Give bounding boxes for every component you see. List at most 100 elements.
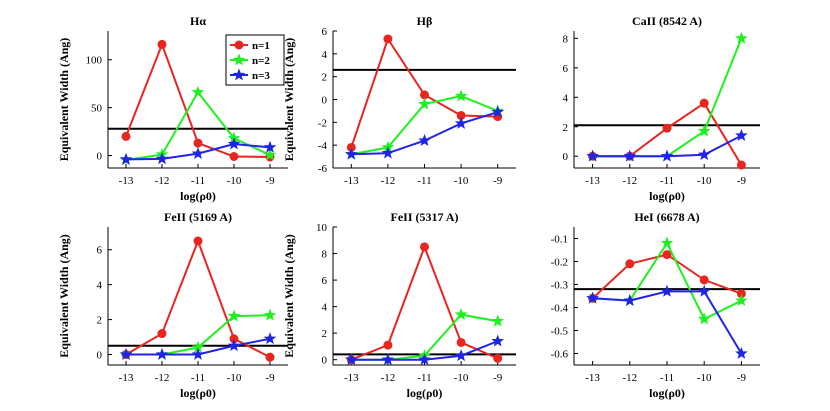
data-point	[227, 339, 241, 352]
panel-6: -13 -12 -11 -10 -9 -0.6 -0.5 -0.4 -0.3 -0.2 -0.1 He…	[551, 210, 760, 400]
series-n=2	[345, 89, 504, 160]
x-tick-label: -13	[119, 175, 134, 187]
panel-3: -13 -12 -11 -10 -9 0 2 4 6 8 CaII (8542 A) log(ρ0)	[563, 14, 760, 203]
x-axis-label: log(ρ0)	[649, 189, 685, 203]
data-point	[735, 128, 748, 141]
data-point	[735, 293, 748, 306]
data-point	[157, 39, 167, 49]
x-tick-label: -13	[344, 175, 359, 187]
y-tick-label: 0	[97, 350, 103, 362]
x-tick-label: -9	[265, 175, 275, 187]
x-tick-label: -11	[417, 175, 431, 187]
series-n=1	[346, 242, 503, 365]
x-tick-label: -11	[660, 372, 674, 384]
series-n=1	[346, 34, 503, 152]
legend-marker	[234, 40, 244, 50]
data-point	[454, 89, 468, 102]
data-point	[193, 236, 203, 246]
y-tick-label: 8	[322, 249, 328, 261]
series-line	[592, 37, 743, 158]
data-point	[381, 146, 395, 159]
panel-5: -13 -12 -11 -10 -9 0 2 4 6 8 10 FeII (5317 A) log(ρ0…	[282, 210, 516, 400]
legend-marker	[232, 53, 246, 66]
x-tick-label: -11	[191, 175, 205, 187]
y-tick-label: 2	[322, 328, 328, 340]
y-tick-label: 6	[322, 26, 328, 38]
y-tick-label: 100	[86, 55, 103, 67]
panel-title: Hα	[190, 14, 206, 28]
data-point	[736, 160, 746, 170]
y-tick-label: 4	[322, 302, 328, 314]
y-tick-label: 6	[563, 63, 569, 75]
data-point	[191, 347, 205, 360]
x-tick-label: -12	[155, 372, 170, 384]
y-tick-label: 0	[563, 151, 569, 163]
data-point	[456, 337, 466, 347]
series-n=3	[119, 332, 277, 360]
data-point	[155, 152, 169, 165]
series-n=1	[588, 250, 746, 303]
data-point	[193, 138, 203, 148]
x-axis-label: log(ρ0)	[180, 386, 216, 400]
series-n=3	[345, 334, 504, 366]
data-point	[265, 352, 275, 362]
data-point	[383, 34, 393, 44]
series-line	[592, 290, 743, 355]
series-n=3	[586, 128, 748, 162]
x-tick-label: -9	[737, 175, 747, 187]
data-point	[155, 347, 169, 360]
x-tick-label: -9	[265, 372, 275, 384]
data-point	[263, 140, 277, 153]
x-tick-label: -11	[191, 372, 205, 384]
panel-title: FeII (5169 A)	[164, 210, 232, 224]
data-point	[586, 149, 599, 162]
series-line	[350, 244, 499, 361]
legend-marker	[232, 68, 246, 81]
data-point	[697, 124, 711, 137]
legend-label: n=2	[252, 55, 270, 67]
y-axis-label: Equivalent Width (Ang)	[282, 234, 296, 358]
data-point	[660, 149, 674, 162]
data-point	[121, 131, 131, 141]
y-tick-label: 10	[316, 222, 328, 234]
x-tick-label: -13	[585, 372, 600, 384]
y-tick-label: -0.1	[551, 234, 568, 246]
panel-1: -13 -12 -11 -10 -9 0 50 100 Hα log(ρ0) Equivalent …	[57, 14, 288, 203]
data-point	[345, 147, 358, 160]
y-axis-label: Equivalent Width (Ang)	[57, 38, 71, 162]
data-point	[699, 98, 709, 108]
y-axis-label: Equivalent Width (Ang)	[282, 38, 296, 162]
data-point	[454, 349, 468, 362]
x-tick-label: -9	[737, 372, 747, 384]
y-tick-label: 4	[563, 92, 569, 104]
series-n=3	[586, 284, 748, 359]
data-point	[586, 291, 599, 304]
series-line	[125, 238, 271, 359]
data-point	[662, 123, 672, 133]
legend-label: n=3	[252, 70, 270, 82]
data-point	[191, 85, 205, 98]
data-point	[263, 308, 277, 321]
x-tick-label: -12	[381, 372, 396, 384]
x-tick-label: -10	[697, 372, 712, 384]
y-tick-label: -0.5	[551, 326, 569, 338]
x-tick-label: -13	[344, 372, 359, 384]
data-point	[662, 250, 672, 260]
data-point	[493, 353, 503, 363]
x-axis-label: log(ρ0)	[407, 386, 443, 400]
y-tick-label: -2	[318, 117, 327, 129]
x-tick-label: -12	[155, 175, 170, 187]
y-tick-label: 6	[322, 275, 328, 287]
data-point	[625, 259, 635, 269]
y-tick-label: -6	[318, 163, 328, 175]
series-line	[351, 111, 498, 156]
data-point	[119, 152, 133, 165]
x-tick-label: -11	[660, 175, 674, 187]
data-point	[418, 133, 431, 146]
data-point	[660, 236, 674, 249]
panel-title: Hβ	[417, 14, 433, 28]
data-point	[418, 353, 431, 366]
y-tick-label: -4	[318, 140, 328, 152]
data-point	[623, 149, 637, 162]
y-tick-label: -0.4	[551, 303, 569, 315]
